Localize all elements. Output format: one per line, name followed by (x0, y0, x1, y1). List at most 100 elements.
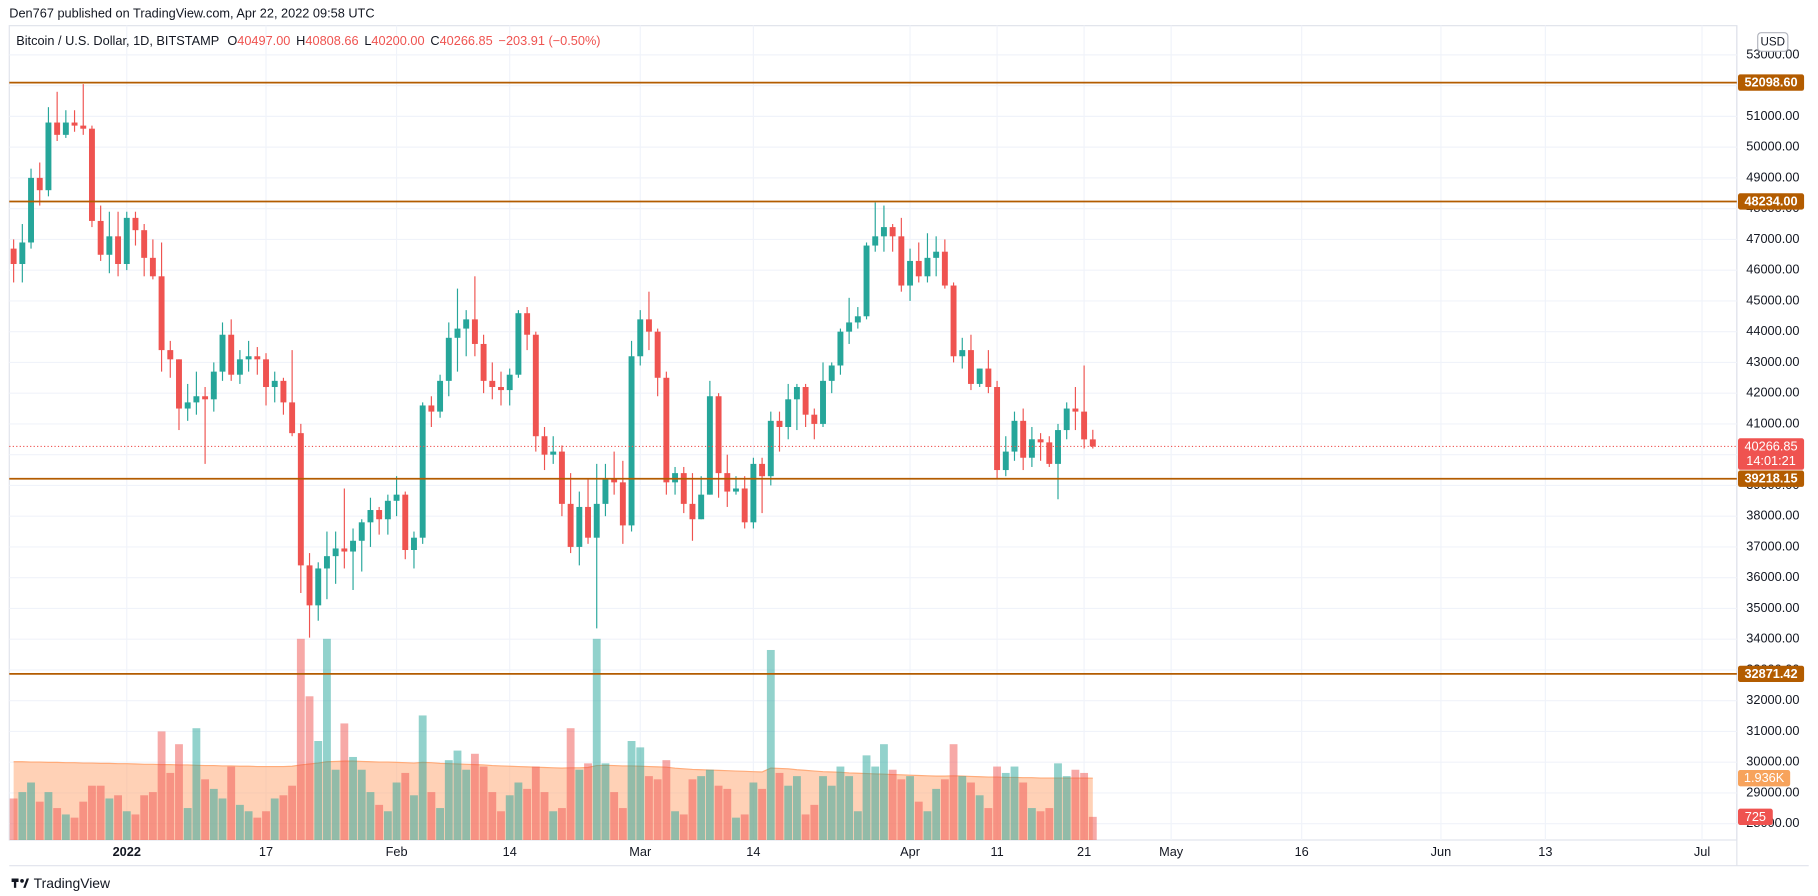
volume-ma-label: 1.936K (1744, 770, 1785, 785)
candle-body (1063, 408, 1070, 431)
candle-body (637, 319, 644, 357)
candle-body (263, 359, 269, 388)
candle-body (1046, 442, 1053, 464)
volume-bar (784, 785, 793, 840)
level-badge (1737, 74, 1805, 91)
volume-bar (18, 792, 27, 840)
candle-body (820, 380, 826, 424)
legend-value: 40266.85 (440, 33, 493, 48)
candle-body (393, 494, 400, 501)
candle-body (332, 548, 339, 557)
volume-bar (288, 785, 297, 840)
y-tick-label: 37000.00 (1746, 538, 1799, 553)
candle-body (715, 396, 722, 474)
volume-bar (845, 776, 854, 840)
volume-bar (566, 728, 575, 840)
candle-body (750, 463, 757, 523)
y-tick-label: 35000.00 (1746, 600, 1799, 615)
volume-bar (540, 792, 549, 840)
candle-body (132, 217, 139, 231)
candle-body (645, 319, 652, 332)
volume-bar (1036, 811, 1045, 840)
y-tick-label: 50000.00 (1746, 138, 1799, 153)
candle-body (724, 473, 731, 492)
candle-body (341, 548, 348, 552)
y-tick-label: 43000.00 (1746, 354, 1799, 369)
volume-bar (505, 795, 514, 840)
level-badge (1737, 665, 1805, 683)
level-label: 39218.15 (1744, 471, 1797, 486)
x-tick-label: 13 (1538, 844, 1552, 859)
candle-body (445, 337, 452, 381)
legend-title: Bitcoin / U.S. Dollar, 1D, BITSTAMP (16, 33, 219, 48)
volume-badge (1737, 808, 1773, 826)
x-tick-label: Apr (900, 844, 921, 859)
candle-body (228, 334, 235, 375)
volume-bar (166, 772, 175, 840)
x-tick-label: 14 (503, 844, 517, 859)
candle-body (1002, 451, 1009, 471)
volume-bar (357, 769, 366, 840)
candle-body (811, 414, 818, 424)
y-tick-label: 49000.00 (1746, 169, 1799, 184)
volume-bar (488, 792, 497, 840)
volume-bar (871, 766, 880, 840)
candle-body (889, 227, 896, 237)
candle-body (480, 343, 487, 381)
plot-area (8, 25, 1738, 841)
volume-bar (1062, 776, 1071, 840)
volume-bar (618, 808, 627, 840)
candle-body (767, 420, 774, 477)
volume-bar (218, 798, 227, 840)
volume-bar (192, 728, 201, 840)
volume-bar (1080, 772, 1089, 840)
candle-body (863, 245, 870, 317)
volume-bar (453, 750, 462, 840)
volume-bar (914, 801, 923, 840)
candle-body (1072, 408, 1079, 412)
candle-body (358, 522, 365, 541)
volume-bar (436, 808, 444, 840)
volume-bar (575, 769, 584, 840)
candle-body (1011, 420, 1018, 452)
volume-bar (801, 814, 810, 840)
y-tick-label: 32000.00 (1746, 692, 1799, 707)
volume-bar (262, 811, 270, 840)
candle-body (158, 276, 165, 351)
candle-body (802, 387, 809, 415)
candle-body (289, 402, 296, 434)
volume-bar (836, 766, 845, 840)
candle-body (985, 368, 992, 388)
legend-key: L (364, 33, 371, 48)
candle-body (741, 488, 748, 523)
candle-body (994, 387, 1001, 471)
candle-body (167, 350, 174, 360)
candle-body (176, 359, 182, 409)
volume-bar (410, 795, 418, 840)
x-tick-label: May (1159, 844, 1184, 859)
candle-body (793, 387, 800, 400)
footer-logo (11, 878, 29, 888)
volume-bar (235, 804, 244, 840)
legend-key: H (296, 33, 305, 48)
volume-bar (679, 814, 688, 840)
candle-body (706, 396, 713, 495)
volume-bar (662, 760, 671, 840)
volume-bar (35, 801, 44, 840)
legend-key: O (227, 33, 237, 48)
candle-body (1020, 420, 1027, 458)
x-tick-label: 11 (990, 844, 1003, 859)
candle-body (576, 506, 583, 547)
candle-body (680, 473, 687, 504)
candle-body (297, 433, 304, 566)
volume-bar (584, 763, 592, 840)
volume-bar (114, 795, 122, 840)
candle-body (489, 380, 496, 388)
volume-bar (671, 811, 679, 840)
volume-bar (401, 772, 410, 840)
volume-bar (723, 788, 732, 840)
volume-bar (940, 779, 949, 840)
candle-body (141, 230, 148, 258)
volume-bar (601, 763, 610, 840)
candle-body (19, 242, 26, 265)
